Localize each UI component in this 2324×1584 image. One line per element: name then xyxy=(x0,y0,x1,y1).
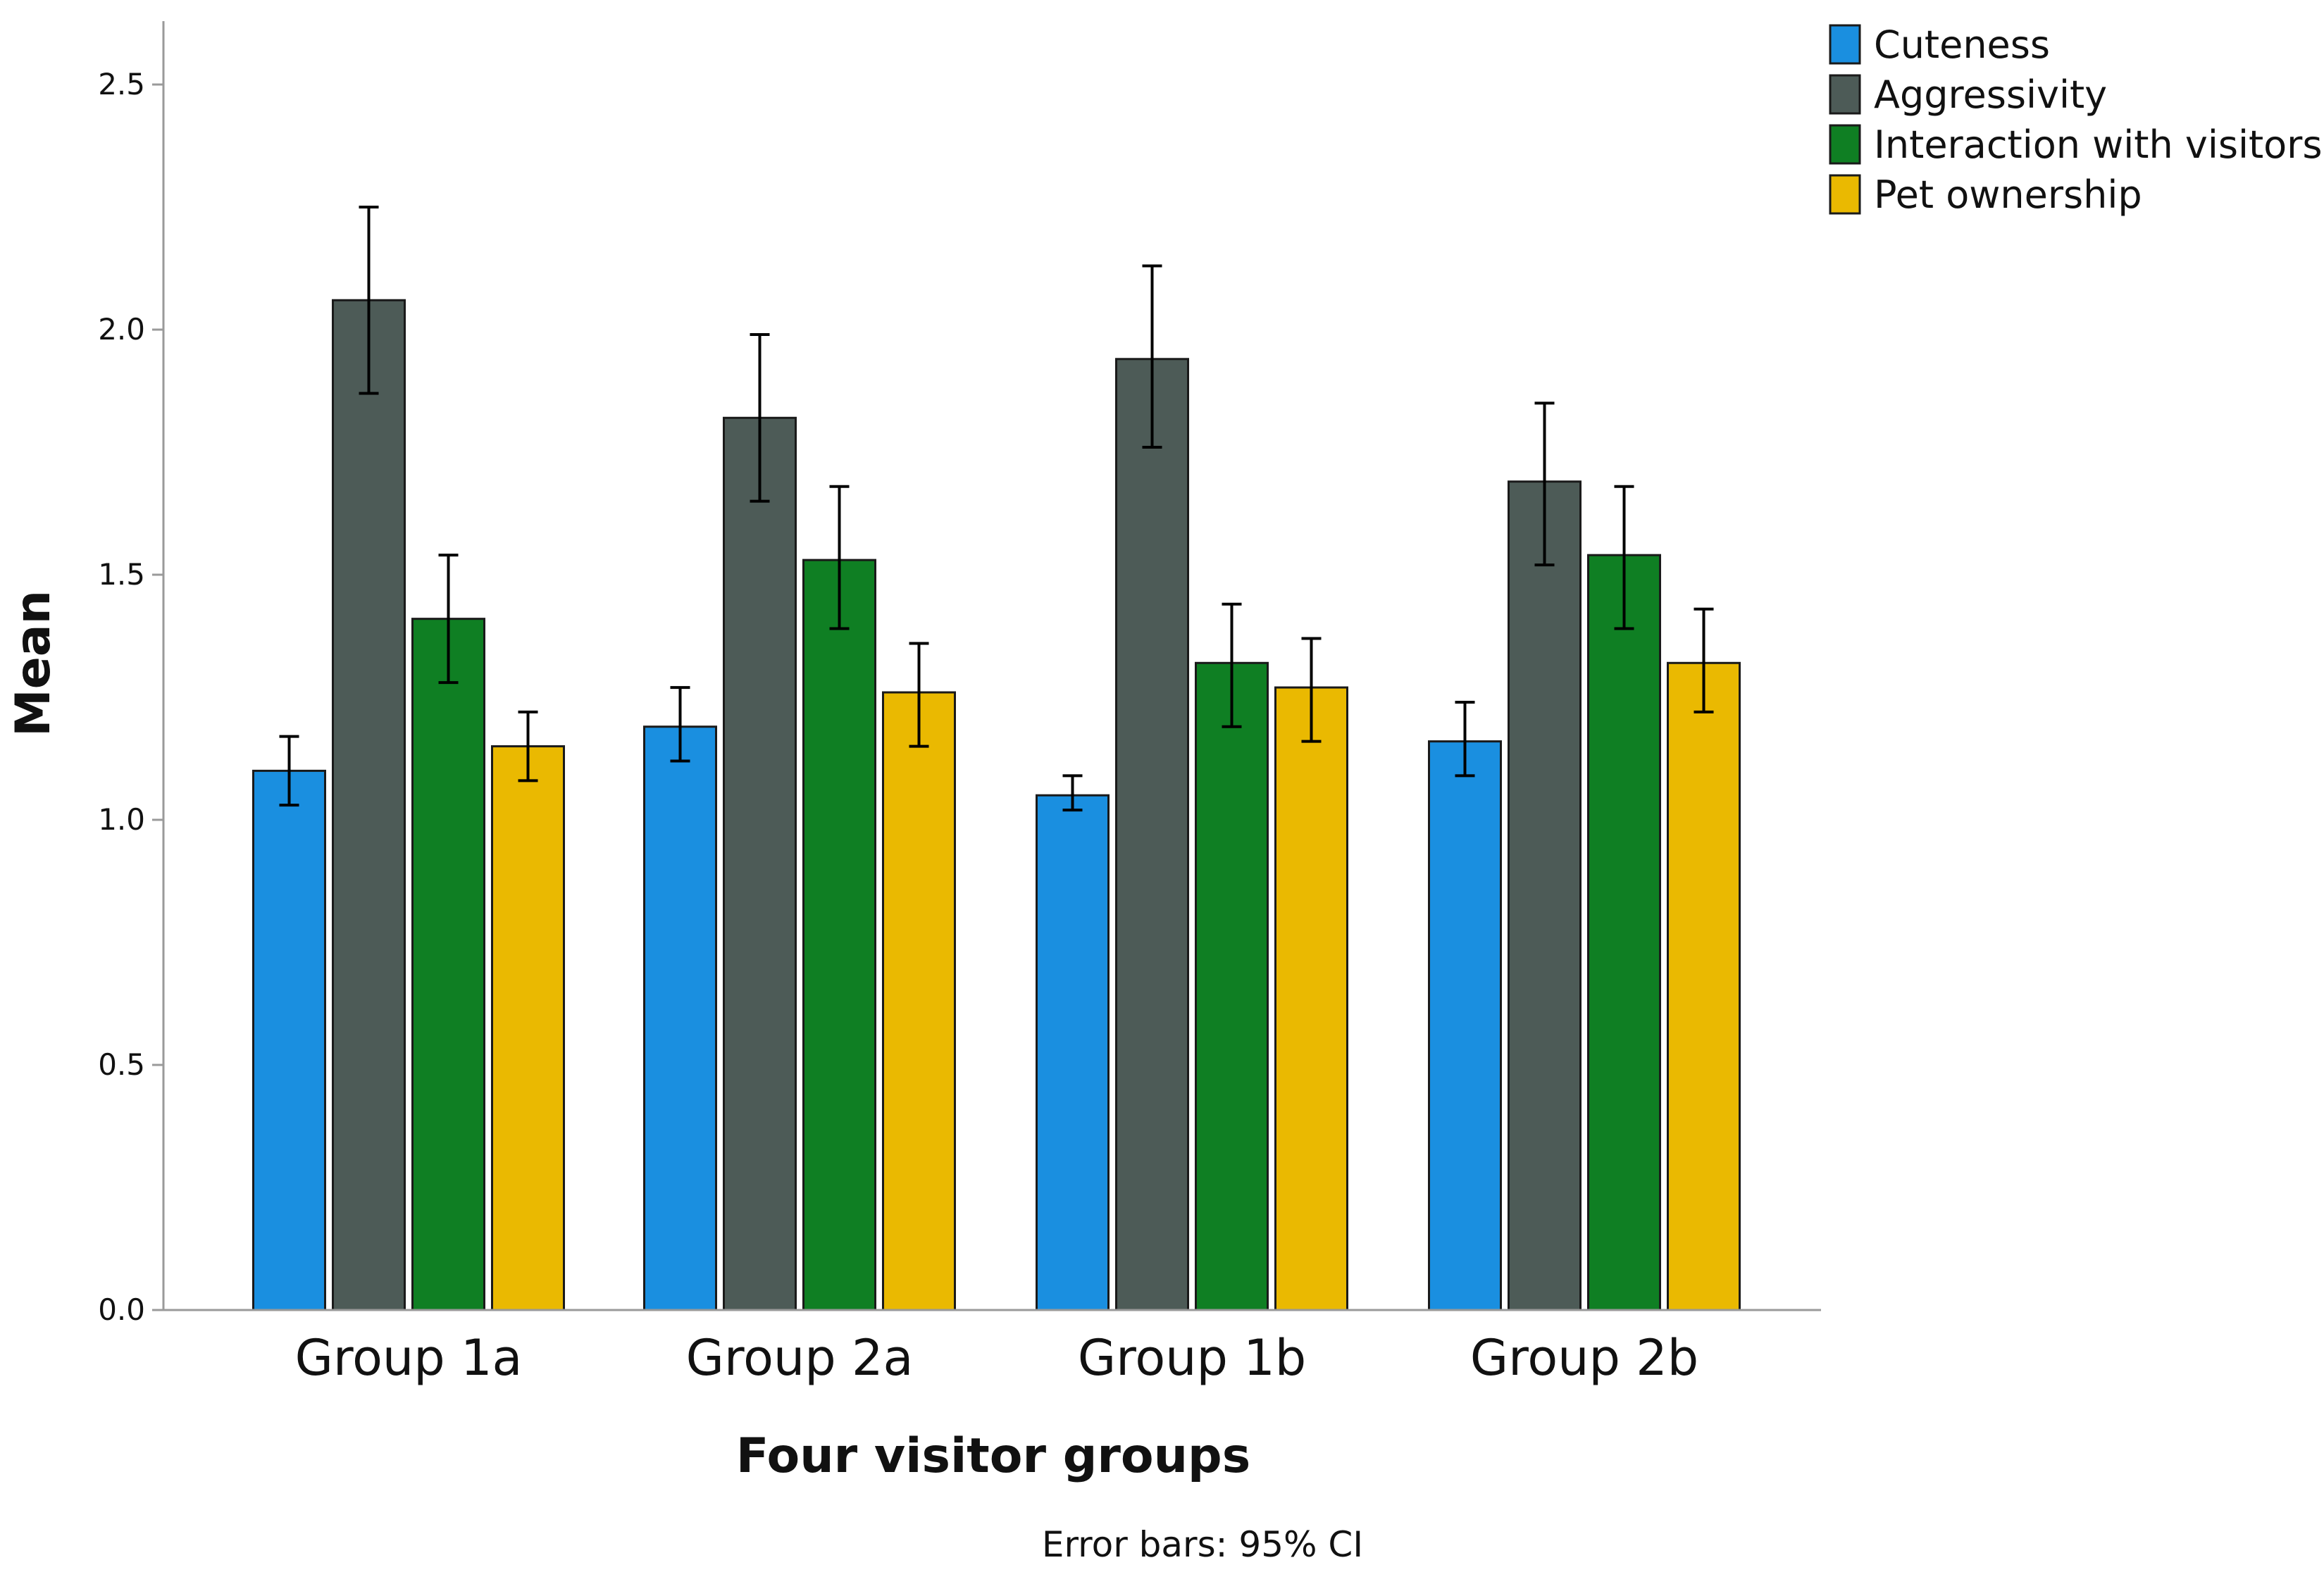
error-bar xyxy=(1614,485,1634,630)
legend-swatch xyxy=(1829,74,1861,115)
error-bar xyxy=(829,485,850,630)
bar-pet-ownership-group-2a xyxy=(882,691,956,1311)
legend-label: Cuteness xyxy=(1874,23,2050,67)
y-tick-label: 1.0 xyxy=(98,802,145,837)
error-bar xyxy=(438,554,459,685)
error-bars-layer xyxy=(279,206,1714,812)
bar-pet-ownership-group-1a xyxy=(491,745,565,1311)
x-category-labels: Group 1a Group 2a Group 1b Group 2b xyxy=(295,1329,1699,1387)
bar-cuteness-group-1b xyxy=(1036,794,1110,1311)
bar-interaction-with-visitors-group-1a xyxy=(411,618,485,1311)
bar-pet-ownership-group-1b xyxy=(1274,686,1348,1311)
error-bar xyxy=(1694,607,1714,713)
error-bar xyxy=(1455,700,1475,778)
legend-label: Pet ownership xyxy=(1874,173,2142,217)
legend-label: Aggressivity xyxy=(1874,73,2107,117)
legend-item: Interaction with visitors xyxy=(1829,123,2323,167)
legend-item: Cuteness xyxy=(1829,23,2050,67)
x-category-label: Group 2b xyxy=(1470,1329,1698,1387)
axes-layer xyxy=(162,21,1821,1311)
bar-aggressivity-group-1b xyxy=(1115,358,1189,1311)
error-bar xyxy=(750,332,770,503)
error-bars-note: Error bars: 95% CI xyxy=(1042,1524,1363,1565)
bar-aggressivity-group-2b xyxy=(1508,480,1582,1311)
y-ticks: 0.0 0.5 1.0 1.5 2.0 2.5 xyxy=(98,67,163,1327)
bar-aggressivity-group-2a xyxy=(723,416,797,1311)
error-bar xyxy=(1062,774,1083,812)
error-bar xyxy=(1301,637,1322,743)
bar-pet-ownership-group-2b xyxy=(1667,661,1741,1311)
error-bar xyxy=(518,710,538,782)
bar-aggressivity-group-1a xyxy=(332,299,406,1311)
bar-cuteness-group-2a xyxy=(643,725,717,1311)
y-tick-label: 0.5 xyxy=(98,1047,145,1082)
x-axis-title: Four visitor groups xyxy=(736,1428,1250,1484)
bar-cuteness-group-2b xyxy=(1428,740,1502,1311)
error-bar xyxy=(909,642,929,748)
legend-swatch xyxy=(1829,124,1861,165)
legend-label: Interaction with visitors xyxy=(1874,123,2323,167)
x-category-label: Group 1b xyxy=(1078,1329,1306,1387)
legend-item: Pet ownership xyxy=(1829,173,2142,217)
y-tick-label: 0.0 xyxy=(98,1292,145,1327)
bar-interaction-with-visitors-group-1b xyxy=(1195,661,1269,1311)
bars-layer xyxy=(252,299,1741,1311)
error-bar xyxy=(359,206,379,395)
y-tick-label: 2.5 xyxy=(98,67,145,101)
y-tick-label: 2.0 xyxy=(98,312,145,347)
error-bar xyxy=(1222,602,1242,728)
bar-interaction-with-visitors-group-2a xyxy=(802,559,876,1311)
error-bar xyxy=(279,735,299,807)
x-category-label: Group 2a xyxy=(686,1329,914,1387)
legend-swatch xyxy=(1829,24,1861,65)
y-axis-title: Mean xyxy=(6,590,61,737)
y-tick-label: 1.5 xyxy=(98,557,145,592)
bar-cuteness-group-1a xyxy=(252,769,326,1311)
legend-swatch xyxy=(1829,174,1861,215)
error-bar xyxy=(1534,401,1555,567)
legend: Cuteness Aggressivity Interaction with vis… xyxy=(1829,23,2323,217)
legend-item: Aggressivity xyxy=(1829,73,2107,117)
error-bar xyxy=(670,686,690,763)
x-category-label: Group 1a xyxy=(295,1329,523,1387)
bar-interaction-with-visitors-group-2b xyxy=(1587,554,1661,1311)
error-bar xyxy=(1142,264,1162,449)
